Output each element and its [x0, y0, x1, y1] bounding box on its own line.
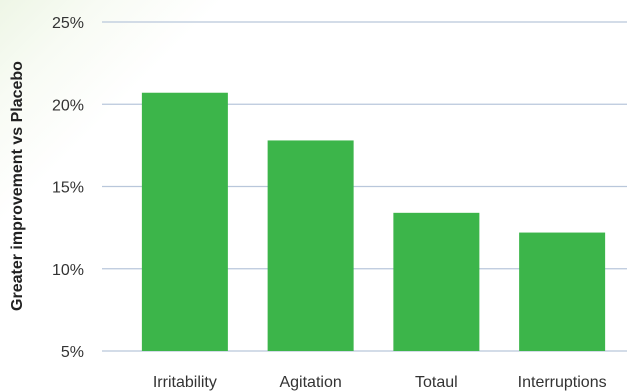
- y-axis-title: Greater improvement vs Placebo: [9, 61, 26, 311]
- y-tick-label: 15%: [52, 180, 84, 197]
- y-axis-ticks: 5% 10% 15% 20% 25%: [52, 15, 84, 361]
- y-tick-label: 10%: [52, 262, 84, 279]
- bar-irritability: [141, 92, 228, 352]
- x-category-label: Irritability: [153, 374, 217, 391]
- y-tick-label: 5%: [61, 344, 84, 361]
- y-tick-label: 20%: [52, 97, 84, 114]
- bar-agitation: [267, 140, 354, 351]
- x-category-label: Totaul: [415, 374, 458, 391]
- bars: [141, 92, 606, 352]
- x-category-label: Interruptions: [518, 374, 607, 391]
- bar-interruptions: [519, 232, 606, 351]
- bar-totaul: [393, 212, 480, 351]
- x-category-label: Agitation: [279, 374, 341, 391]
- x-axis-categories: Irritability Agitation Totaul Interruptions: [153, 374, 607, 391]
- y-tick-label: 25%: [52, 15, 84, 32]
